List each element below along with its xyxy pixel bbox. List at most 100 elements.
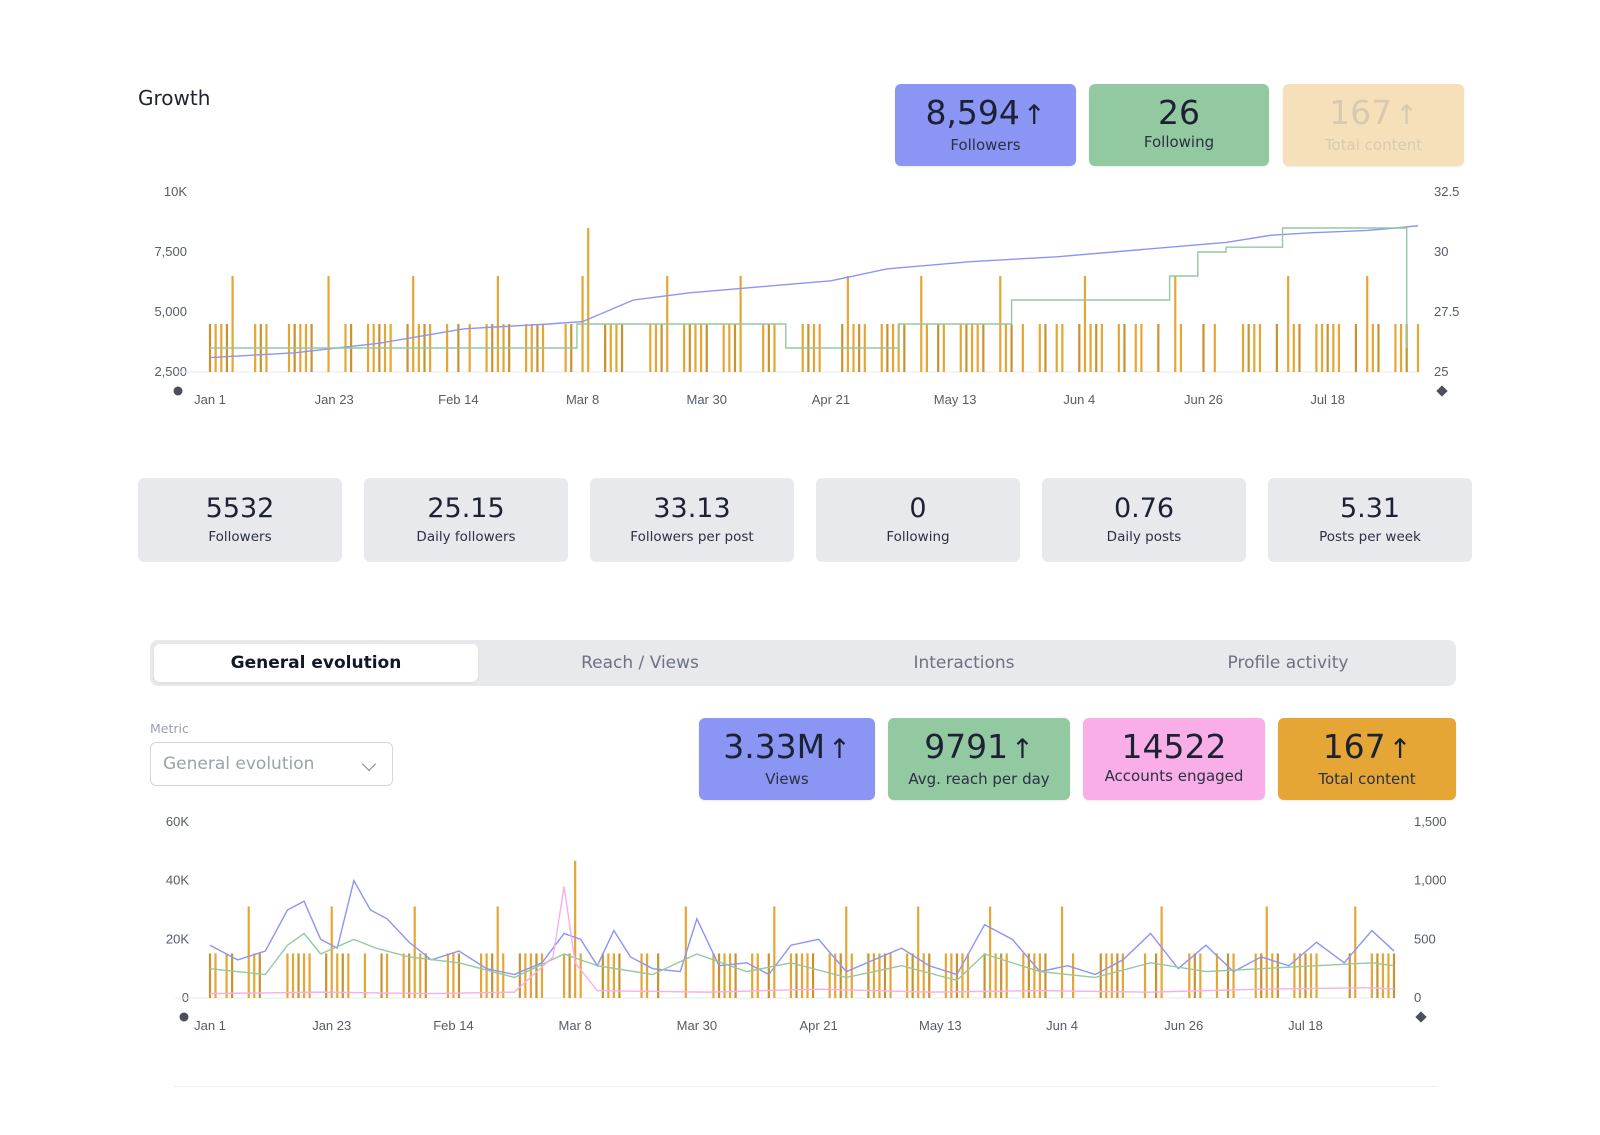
stat-card-posts-per-week: 5.31 Posts per week xyxy=(1268,478,1472,562)
arrow-up-icon: ↑ xyxy=(1011,734,1034,765)
divider xyxy=(173,1086,1438,1087)
series-line xyxy=(209,878,1395,976)
arrow-up-icon: ↑ xyxy=(1022,100,1046,131)
stat-value: 0 xyxy=(909,493,927,524)
y-left-tick-label: 2,500 xyxy=(154,364,187,379)
range-start-handle xyxy=(173,386,183,396)
total-content-kpi-card: 167 ↑ Total content xyxy=(1283,84,1464,166)
followers-kpi-card: 8,594 ↑ Followers xyxy=(895,84,1076,166)
x-tick-label: May 13 xyxy=(934,392,977,407)
series-line xyxy=(210,227,1408,349)
accounts-engaged-kpi-label: Accounts engaged xyxy=(1104,767,1244,785)
total-content-kpi-card-2: 167 ↑ Total content xyxy=(1278,718,1456,800)
x-tick-label: Jan 23 xyxy=(312,1018,351,1033)
y-right-tick-label: 27.5 xyxy=(1434,304,1459,319)
stat-label: Posts per week xyxy=(1319,529,1421,545)
stat-label: Followers xyxy=(208,529,272,545)
accounts-engaged-kpi-card: 14522 Accounts engaged xyxy=(1083,718,1265,800)
x-tick-label: Feb 14 xyxy=(438,392,478,407)
x-tick-label: Mar 30 xyxy=(677,1018,717,1033)
y-right-tick-label: 0 xyxy=(1414,990,1421,1005)
total-content-kpi-label-2: Total content xyxy=(1318,770,1416,788)
x-tick-label: Mar 30 xyxy=(687,392,727,407)
views-kpi-card: 3.33M ↑ Views xyxy=(699,718,875,800)
y-left-tick-label: 0 xyxy=(182,990,189,1005)
series-line xyxy=(209,225,1419,359)
y-right-tick-label: 1,500 xyxy=(1414,814,1447,829)
range-end-handle xyxy=(1415,1011,1427,1023)
arrow-up-icon: ↑ xyxy=(1395,100,1418,131)
y-right-tick-label: 30 xyxy=(1434,244,1448,259)
evolution-tabs: General evolution Reach / Views Interact… xyxy=(150,640,1456,686)
x-tick-label: Jul 18 xyxy=(1288,1018,1323,1033)
following-kpi-label: Following xyxy=(1143,133,1215,151)
tab-interactions[interactable]: Interactions xyxy=(913,653,1015,673)
tab-profile-activity[interactable]: Profile activity xyxy=(1227,653,1349,673)
x-tick-label: Mar 8 xyxy=(559,1018,592,1033)
metric-selected-value: General evolution xyxy=(163,754,315,774)
stat-label: Followers per post xyxy=(630,529,754,545)
views-kpi-label: Views xyxy=(765,770,809,788)
stat-value: 5.31 xyxy=(1339,493,1401,524)
stat-card-followers-per-post: 33.13 Followers per post xyxy=(590,478,794,562)
stat-card-following: 0 Following xyxy=(816,478,1020,562)
following-kpi-card: 26 Following xyxy=(1089,84,1269,166)
x-tick-label: Jun 4 xyxy=(1063,392,1095,407)
x-tick-label: Feb 14 xyxy=(433,1018,473,1033)
stat-label: Following xyxy=(886,529,950,545)
range-start-handle xyxy=(179,1012,189,1022)
y-left-tick-label: 60K xyxy=(166,814,189,829)
stat-label: Daily followers xyxy=(416,529,516,545)
views-kpi-value: 3.33M ↑ xyxy=(723,727,851,766)
y-left-tick-label: 5,000 xyxy=(154,304,187,319)
stat-card-daily-posts: 0.76 Daily posts xyxy=(1042,478,1246,562)
metric-label: Metric xyxy=(150,721,189,736)
x-tick-label: Jan 1 xyxy=(194,1018,226,1033)
accounts-engaged-kpi-value: 14522 xyxy=(1121,727,1227,766)
tab-general-evolution[interactable]: General evolution xyxy=(154,644,478,682)
followers-kpi-label: Followers xyxy=(950,136,1021,154)
stat-value: 25.15 xyxy=(427,493,505,524)
x-tick-label: Jan 1 xyxy=(194,392,226,407)
stat-value: 33.13 xyxy=(653,493,731,524)
y-right-tick-label: 32.5 xyxy=(1434,184,1459,199)
y-right-tick-label: 1,000 xyxy=(1414,873,1447,888)
arrow-up-icon: ↑ xyxy=(1388,734,1412,765)
growth-chart: 2,500 5,000 7,500 10K 25 27.5 30 32.5 Jan 1 Jan 2… xyxy=(154,184,1459,407)
y-left-tick-label: 10K xyxy=(164,184,187,199)
stat-value: 5532 xyxy=(205,493,275,524)
stat-value: 0.76 xyxy=(1113,493,1175,524)
following-kpi-value: 26 xyxy=(1158,93,1200,132)
x-tick-label: Apr 21 xyxy=(812,392,850,407)
total-content-kpi-value-2: 167 ↑ xyxy=(1322,727,1412,766)
x-tick-label: Jan 23 xyxy=(315,392,354,407)
x-tick-label: Jun 26 xyxy=(1184,392,1223,407)
chevron-down-icon xyxy=(361,756,377,772)
y-left-tick-label: 20K xyxy=(166,931,189,946)
series-line xyxy=(209,886,1395,995)
arrow-up-icon: ↑ xyxy=(828,734,851,765)
x-tick-label: Jun 4 xyxy=(1046,1018,1078,1033)
total-content-kpi-label: Total content xyxy=(1324,136,1423,154)
y-left-tick-label: 7,500 xyxy=(154,244,187,259)
avg-reach-kpi-card: 9791 ↑ Avg. reach per day xyxy=(888,718,1070,800)
y-right-tick-label: 500 xyxy=(1414,931,1436,946)
y-right-tick-label: 25 xyxy=(1434,364,1448,379)
stat-label: Daily posts xyxy=(1106,529,1182,545)
x-tick-label: Apr 21 xyxy=(799,1018,837,1033)
y-left-tick-label: 40K xyxy=(166,873,189,888)
tab-reach-views[interactable]: Reach / Views xyxy=(581,653,699,673)
x-tick-label: Mar 8 xyxy=(566,392,599,407)
series-line xyxy=(209,932,1395,982)
range-end-handle xyxy=(1436,385,1448,397)
total-content-kpi-value: 167 ↑ xyxy=(1329,93,1418,132)
followers-kpi-value: 8,594 ↑ xyxy=(925,93,1046,132)
x-tick-label: May 13 xyxy=(919,1018,962,1033)
avg-reach-kpi-label: Avg. reach per day xyxy=(908,770,1050,788)
avg-reach-kpi-value: 9791 ↑ xyxy=(924,727,1034,766)
stat-card-daily-followers: 25.15 Daily followers xyxy=(364,478,568,562)
growth-title: Growth xyxy=(138,86,211,110)
metric-select[interactable]: General evolution xyxy=(150,742,393,786)
stat-card-followers: 5532 Followers xyxy=(138,478,342,562)
x-tick-label: Jun 26 xyxy=(1164,1018,1203,1033)
